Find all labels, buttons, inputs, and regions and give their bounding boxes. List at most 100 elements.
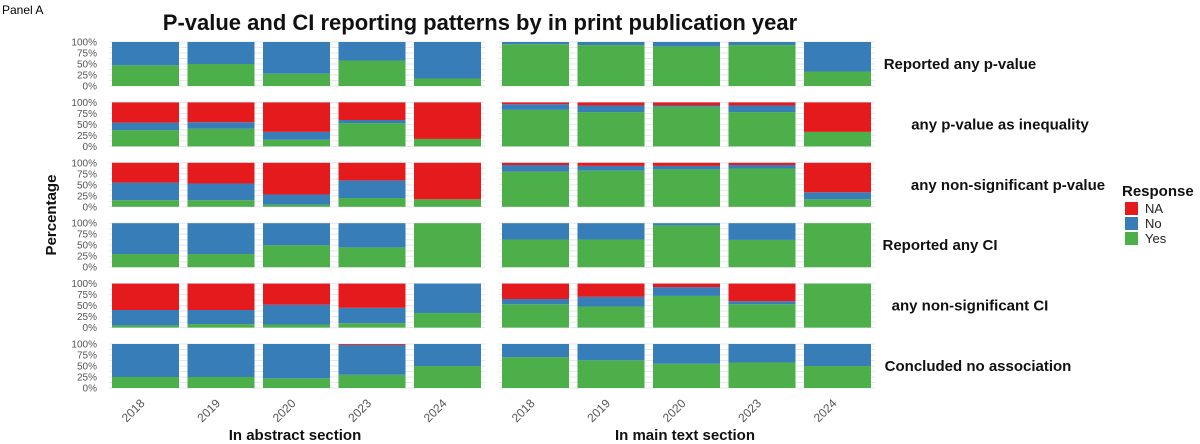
bar-segment-yes bbox=[112, 200, 179, 207]
bar-segment-na bbox=[263, 102, 330, 132]
bar-segment-yes bbox=[653, 46, 720, 86]
plot-area: 0%25%50%75%100%Reported any p-value0%25%… bbox=[71, 38, 1105, 426]
bar-segment-no bbox=[263, 131, 330, 140]
bar-segment-na bbox=[187, 162, 255, 184]
bar-segment-yes bbox=[338, 323, 406, 328]
bar-segment-no bbox=[112, 182, 179, 201]
y-tick-label: 0% bbox=[83, 323, 98, 334]
bar-segment-na bbox=[414, 102, 481, 139]
bar-segment-no bbox=[653, 287, 720, 296]
bar-segment-yes bbox=[187, 64, 255, 86]
bar-segment-no bbox=[577, 344, 645, 361]
bar-segment-yes bbox=[187, 377, 255, 388]
bar-segment-no bbox=[653, 105, 720, 107]
x-tick-label: 2020 bbox=[270, 396, 299, 425]
bar-segment-yes bbox=[728, 112, 796, 147]
bar-segment-no bbox=[112, 344, 179, 377]
bar-segment-na bbox=[338, 102, 406, 120]
bar-segment-na bbox=[653, 102, 720, 106]
bar-segment-yes bbox=[804, 366, 871, 388]
y-tick-label: 50% bbox=[77, 241, 97, 252]
bar-segment-no bbox=[653, 42, 720, 47]
y-tick-label: 0% bbox=[83, 263, 98, 274]
bar-segment-na bbox=[577, 162, 645, 166]
y-tick-label: 75% bbox=[77, 290, 97, 301]
section-label-abstract: In abstract section bbox=[229, 427, 362, 444]
bar-segment-yes bbox=[263, 378, 330, 388]
y-tick-label: 100% bbox=[71, 38, 97, 49]
bar-segment-yes bbox=[804, 71, 871, 86]
bar-segment-no bbox=[187, 344, 255, 377]
bar-segment-yes bbox=[263, 139, 330, 147]
bar-segment-yes bbox=[414, 366, 481, 388]
facet-row-label: Reported any CI bbox=[882, 237, 997, 254]
bar-segment-yes bbox=[112, 377, 179, 388]
bar-segment-yes bbox=[414, 138, 481, 147]
y-tick-label: 0% bbox=[83, 82, 98, 93]
bar-segment-na bbox=[187, 283, 255, 310]
bar-segment-no bbox=[338, 120, 406, 124]
bar-segment-na bbox=[728, 162, 796, 165]
y-tick-label: 75% bbox=[77, 351, 97, 362]
bar-segment-no bbox=[263, 223, 330, 246]
facet-row-label: Reported any p-value bbox=[884, 56, 1037, 73]
legend-label: NA bbox=[1145, 201, 1163, 216]
facet-row: 0%25%50%75%100% Concluded no association bbox=[71, 340, 1071, 395]
bar-segment-yes bbox=[653, 295, 720, 328]
x-tick-label: 2019 bbox=[194, 396, 223, 425]
bar-segment-no bbox=[414, 344, 481, 366]
bar-segment-no bbox=[653, 344, 720, 364]
y-tick-label: 50% bbox=[77, 301, 97, 312]
bar-segment-yes bbox=[263, 324, 330, 328]
bar-segment-na bbox=[653, 283, 720, 288]
bar-segment-no bbox=[187, 223, 255, 254]
legend-swatch-na bbox=[1125, 202, 1138, 215]
bar-segment-no bbox=[804, 192, 871, 200]
bar-segment-yes bbox=[502, 357, 569, 388]
bar-segment-no bbox=[577, 296, 645, 307]
bar-segment-na bbox=[112, 283, 179, 310]
bar-segment-no bbox=[804, 42, 871, 72]
bar-segment-yes bbox=[414, 223, 481, 268]
bar-segment-yes bbox=[263, 204, 330, 207]
bar-segment-na bbox=[728, 283, 796, 302]
bar-segment-na bbox=[653, 162, 720, 166]
bar-segment-na bbox=[728, 102, 796, 106]
legend-title: Response bbox=[1122, 183, 1194, 200]
bar-segment-yes bbox=[804, 283, 871, 328]
bar-segment-na bbox=[804, 102, 871, 132]
bar-segment-yes bbox=[263, 245, 330, 268]
bar-segment-yes bbox=[577, 170, 645, 207]
bar-segment-no bbox=[338, 344, 406, 375]
bar-segment-yes bbox=[338, 198, 406, 207]
y-tick-label: 50% bbox=[77, 60, 97, 71]
y-tick-label: 50% bbox=[77, 362, 97, 373]
bar-segment-no bbox=[414, 42, 481, 79]
bar-segment-yes bbox=[187, 254, 255, 268]
bar-segment-na bbox=[338, 162, 406, 181]
bar-segment-yes bbox=[577, 45, 645, 86]
bar-segment-yes bbox=[804, 131, 871, 147]
bar-segment-no bbox=[263, 304, 330, 325]
y-tick-label: 25% bbox=[77, 252, 97, 263]
section-label-main: In main text section bbox=[615, 427, 755, 444]
y-tick-label: 100% bbox=[71, 340, 97, 351]
y-tick-label: 100% bbox=[71, 98, 97, 109]
y-tick-label: 100% bbox=[71, 219, 97, 230]
y-tick-label: 75% bbox=[77, 109, 97, 120]
bar-segment-yes bbox=[338, 60, 406, 86]
legend-label: Yes bbox=[1145, 231, 1167, 246]
x-tick-label: 2018 bbox=[119, 396, 148, 425]
bar-segment-no bbox=[338, 223, 406, 248]
y-tick-label: 0% bbox=[83, 142, 98, 153]
bar-segment-yes bbox=[502, 239, 569, 268]
bar-segment-no bbox=[728, 301, 796, 305]
bar-segment-no bbox=[728, 344, 796, 363]
bar-segment-no bbox=[728, 223, 796, 240]
bar-segment-yes bbox=[577, 239, 645, 268]
bar-segment-na bbox=[502, 102, 569, 105]
y-tick-label: 0% bbox=[83, 202, 98, 213]
bar-segment-yes bbox=[187, 200, 255, 207]
